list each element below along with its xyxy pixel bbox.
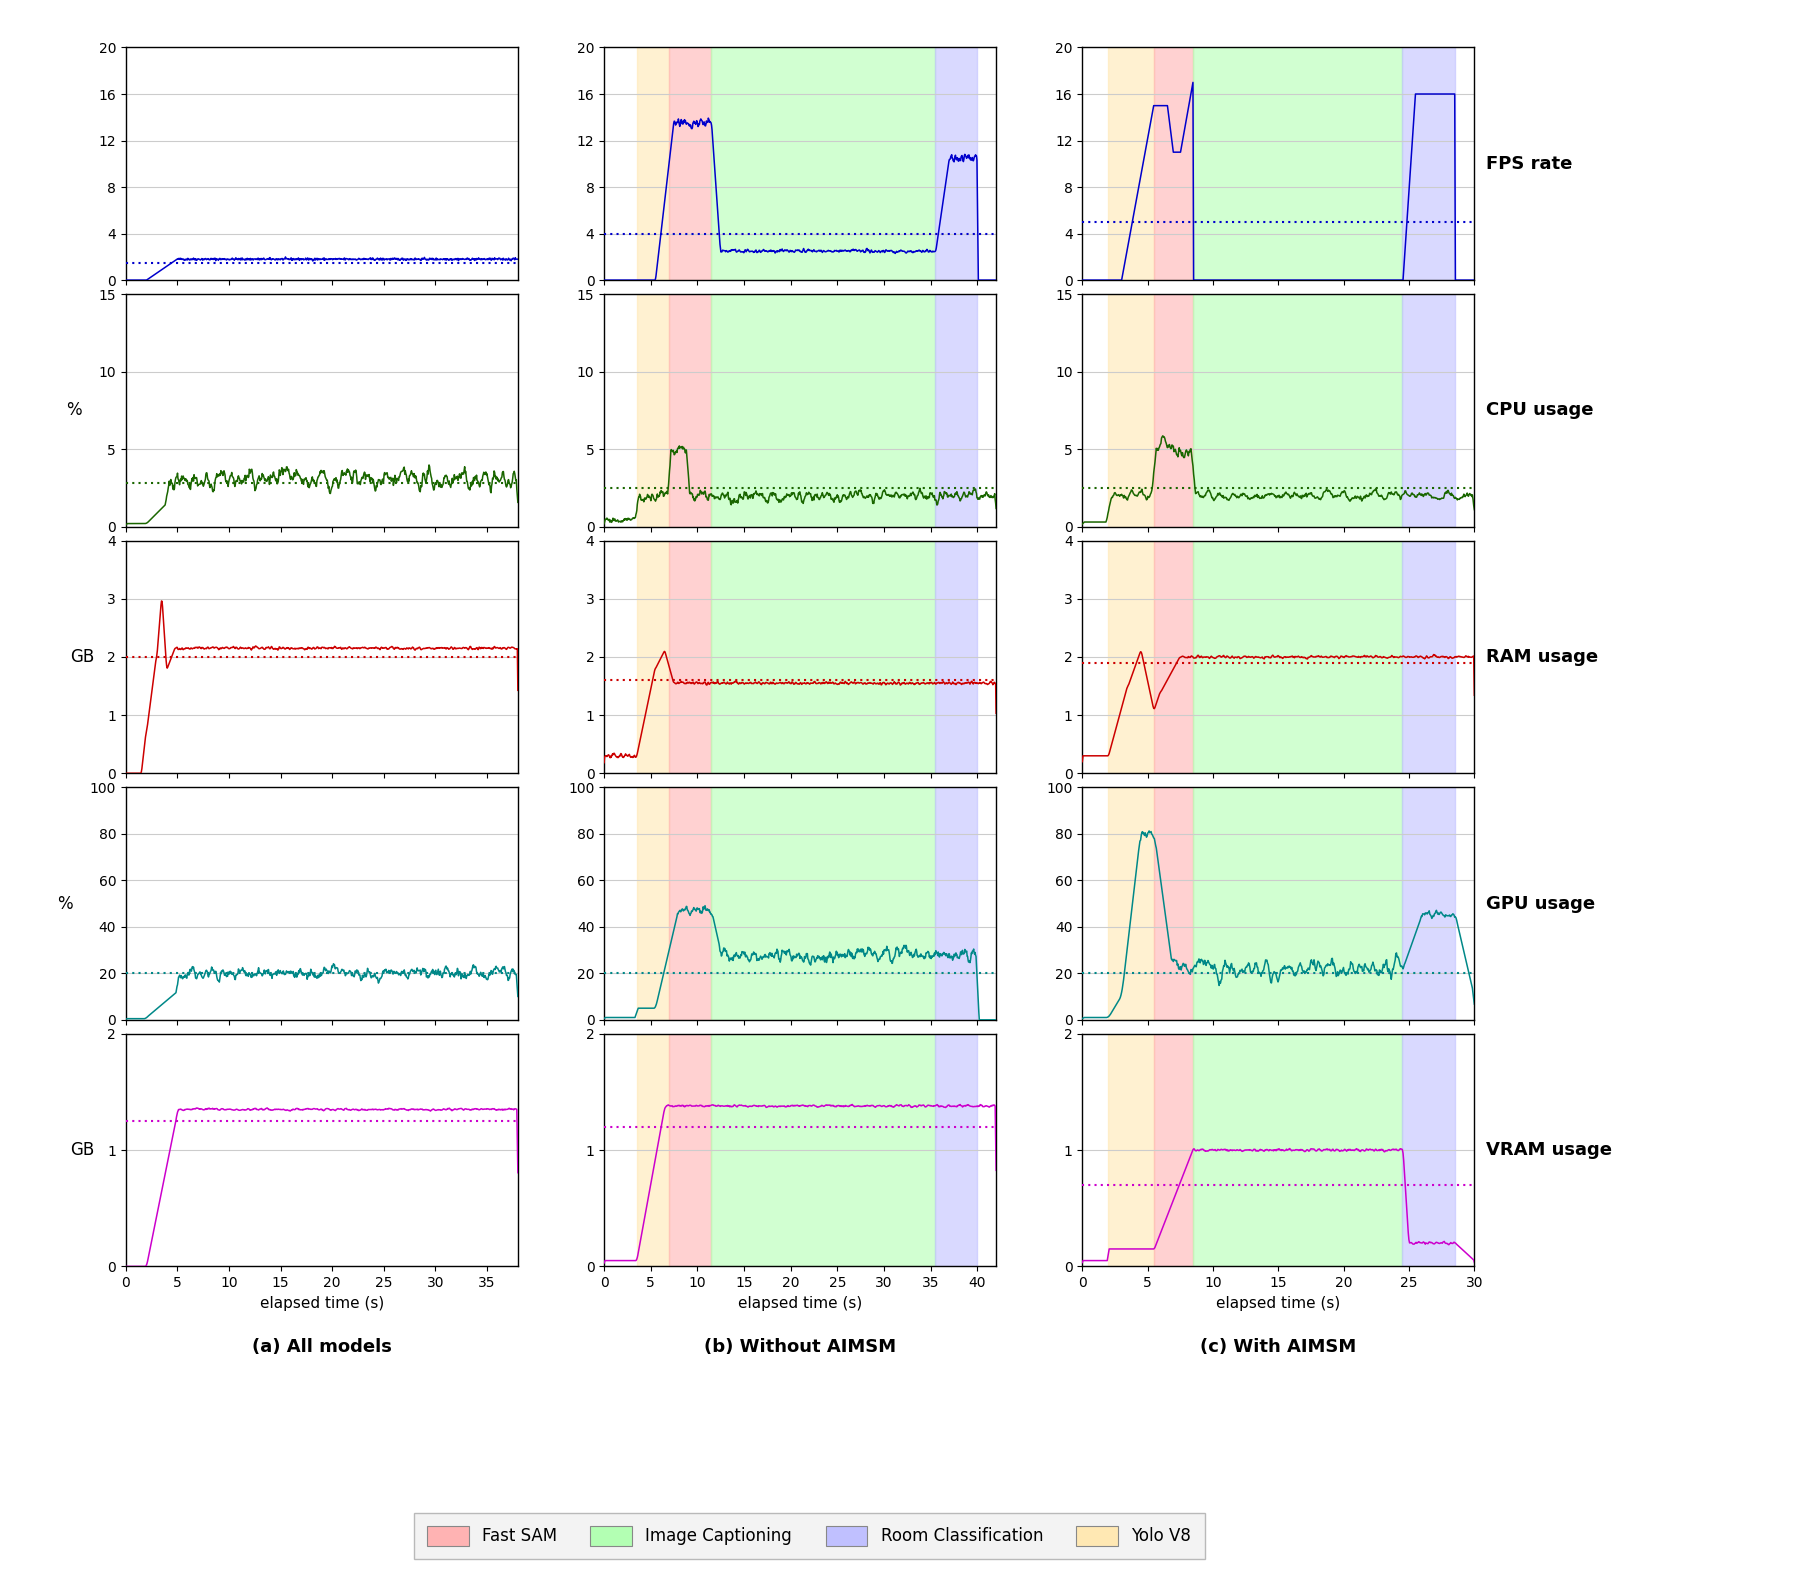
Bar (1154, 541, 1194, 773)
Text: FPS rate: FPS rate (1487, 155, 1573, 173)
Y-axis label: GB: GB (70, 647, 93, 666)
Bar (1194, 1034, 1402, 1266)
Bar (636, 1034, 669, 1266)
Bar (1109, 1034, 1154, 1266)
Bar (1194, 294, 1402, 527)
Bar (1154, 47, 1194, 280)
Text: RAM usage: RAM usage (1487, 647, 1598, 666)
Bar (669, 294, 712, 527)
Text: (b) Without AIMSM: (b) Without AIMSM (705, 1338, 895, 1355)
Text: (c) With AIMSM: (c) With AIMSM (1201, 1338, 1356, 1355)
Bar (935, 1034, 978, 1266)
Bar (1154, 787, 1194, 1019)
Y-axis label: %: % (58, 894, 72, 912)
Bar (935, 294, 978, 527)
Legend: Fast SAM, Image Captioning, Room Classification, Yolo V8: Fast SAM, Image Captioning, Room Classif… (414, 1513, 1205, 1559)
Bar (1402, 1034, 1455, 1266)
Bar (636, 787, 669, 1019)
Bar (1194, 47, 1402, 280)
Bar (1154, 1034, 1194, 1266)
Text: CPU usage: CPU usage (1487, 402, 1593, 419)
Bar (669, 541, 712, 773)
Bar (1109, 294, 1154, 527)
Bar (935, 541, 978, 773)
Bar (669, 1034, 712, 1266)
Bar (669, 47, 712, 280)
Bar (712, 541, 935, 773)
Bar (1402, 787, 1455, 1019)
Bar (1109, 47, 1154, 280)
X-axis label: elapsed time (s): elapsed time (s) (259, 1295, 385, 1311)
Bar (1402, 541, 1455, 773)
Text: (a) All models: (a) All models (252, 1338, 392, 1355)
Bar (669, 787, 712, 1019)
Bar (712, 787, 935, 1019)
Bar (636, 294, 669, 527)
Bar (712, 294, 935, 527)
Bar (1402, 47, 1455, 280)
X-axis label: elapsed time (s): elapsed time (s) (1215, 1295, 1341, 1311)
Bar (712, 47, 935, 280)
Bar (712, 1034, 935, 1266)
Bar (935, 787, 978, 1019)
Bar (1402, 294, 1455, 527)
Text: GPU usage: GPU usage (1487, 894, 1595, 912)
Y-axis label: %: % (67, 402, 81, 419)
Bar (935, 47, 978, 280)
Bar (1194, 787, 1402, 1019)
Bar (1109, 787, 1154, 1019)
Bar (1109, 541, 1154, 773)
Bar (636, 47, 669, 280)
X-axis label: elapsed time (s): elapsed time (s) (737, 1295, 863, 1311)
Bar (636, 541, 669, 773)
Bar (1154, 294, 1194, 527)
Bar (1194, 541, 1402, 773)
Text: VRAM usage: VRAM usage (1487, 1141, 1613, 1159)
Y-axis label: GB: GB (70, 1141, 93, 1159)
